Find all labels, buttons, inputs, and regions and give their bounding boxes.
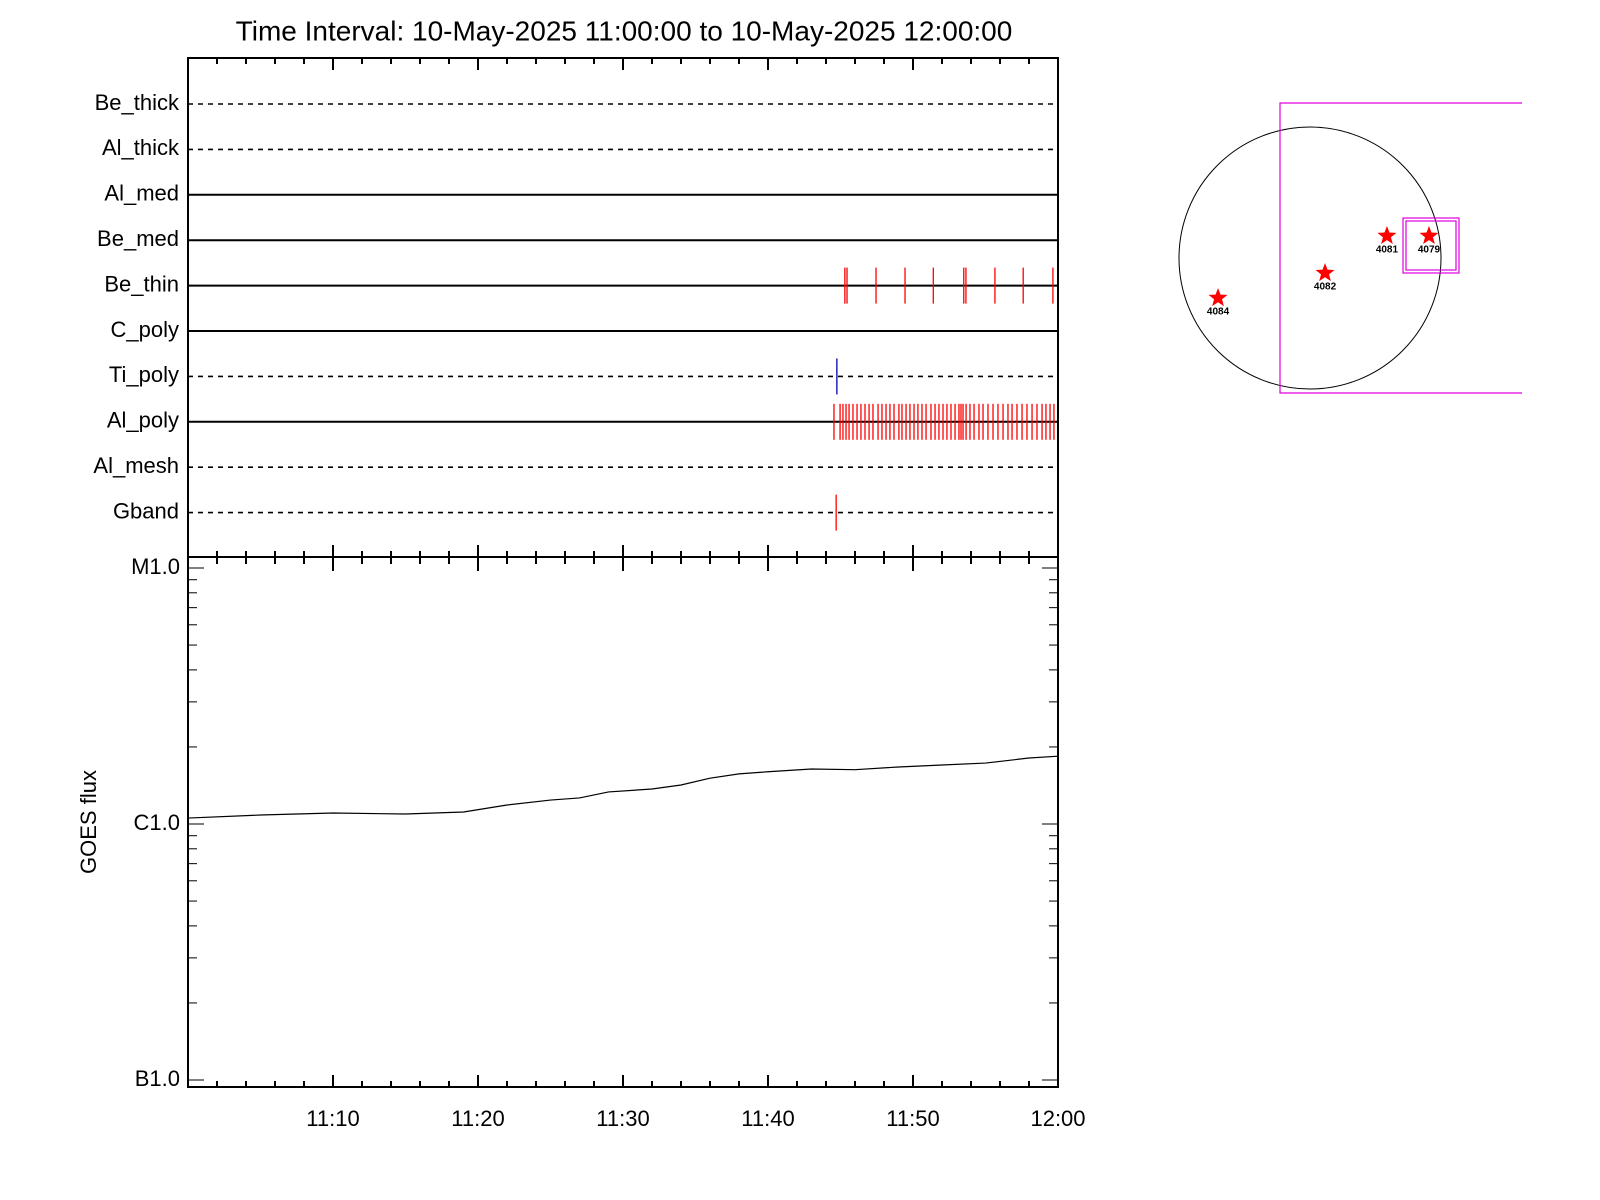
region-label: 4084 [1207,307,1230,318]
filter-label: Be_thin [104,271,179,296]
x-tick-label: 12:00 [1030,1106,1085,1131]
x-tick-label: 11:20 [451,1106,504,1131]
filter-label: Al_mesh [93,453,179,478]
x-tick-label: 11:50 [886,1106,939,1131]
filter-label: Be_thick [95,90,180,115]
active-region [1377,225,1397,245]
x-tick-label: 11:30 [596,1106,649,1131]
y-tick-label: B1.0 [135,1066,180,1091]
goes-flux-line [187,755,1059,819]
filter-label: C_poly [111,317,179,342]
chart-title: Time Interval: 10-May-2025 11:00:00 to 1… [236,15,1013,46]
y-tick-label: C1.0 [134,810,180,835]
region-label: 4079 [1418,245,1441,256]
x-tick-label: 11:40 [741,1106,794,1131]
filter-label: Be_med [97,226,179,251]
y-axis-label: GOES flux [76,770,101,874]
filter-label: Ti_poly [109,362,179,387]
filter-label: Gband [113,498,179,523]
solar-disk [1178,126,1442,390]
filter-label: Al_thick [102,135,180,160]
active-region [1208,287,1228,307]
active-region [1419,225,1439,245]
x-tick-label: 11:10 [306,1106,359,1131]
active-region [1315,263,1335,282]
region-label: 4082 [1314,282,1337,293]
y-tick-label: M1.0 [131,554,180,579]
fov-box [1405,220,1457,271]
region-label: 4081 [1376,245,1399,256]
fov-box [1279,102,1522,394]
filter-label: Al_poly [107,408,179,433]
filter-label: Al_med [104,181,179,206]
fov-box [1402,217,1460,274]
